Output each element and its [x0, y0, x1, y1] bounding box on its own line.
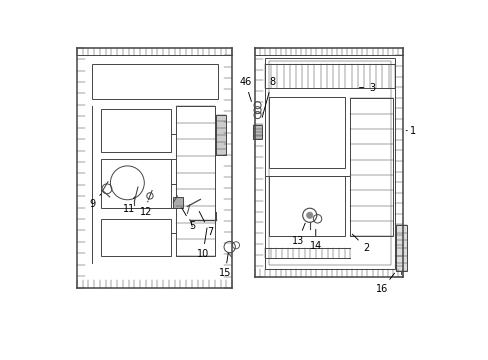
Text: 9: 9 [89, 194, 101, 209]
Bar [269, 176, 345, 237]
Bar [349, 98, 392, 237]
Bar [175, 106, 214, 256]
Bar [395, 225, 406, 271]
Bar [92, 64, 218, 99]
Text: 15: 15 [219, 253, 231, 279]
Bar [264, 58, 394, 269]
Text: 5: 5 [182, 208, 195, 231]
Text: 1: 1 [405, 126, 415, 136]
Text: 14: 14 [309, 229, 321, 251]
Bar [252, 125, 262, 139]
Text: 13: 13 [291, 223, 305, 246]
Bar [101, 109, 171, 152]
Circle shape [306, 212, 312, 219]
Text: 7: 7 [199, 211, 213, 237]
Text: 11: 11 [122, 197, 135, 214]
Text: 3: 3 [359, 82, 374, 93]
Bar [215, 115, 225, 155]
Bar [101, 159, 171, 208]
Text: 12: 12 [139, 201, 152, 217]
Text: 46: 46 [239, 77, 251, 102]
Text: 16: 16 [375, 273, 394, 294]
Bar [101, 219, 171, 256]
Bar [269, 97, 345, 168]
Text: 10: 10 [196, 228, 208, 259]
Bar [269, 62, 390, 265]
Bar [173, 197, 183, 208]
Text: 8: 8 [262, 77, 275, 117]
Bar [264, 64, 394, 88]
Text: 2: 2 [352, 234, 368, 253]
